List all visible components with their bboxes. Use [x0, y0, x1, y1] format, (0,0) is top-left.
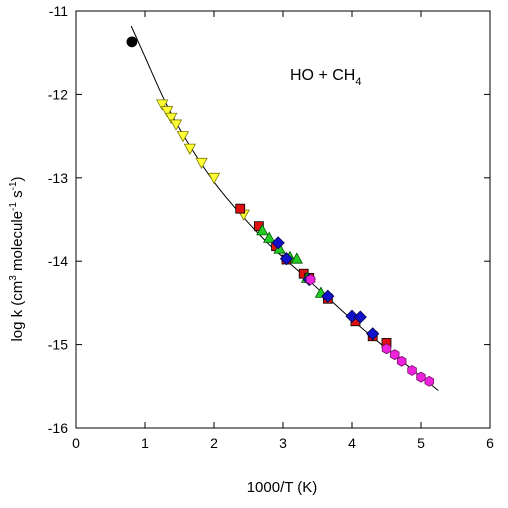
plot-frame	[75, 10, 491, 429]
fit-curve-layer	[130, 25, 439, 391]
data-point-triangle-up	[256, 224, 269, 236]
x-axis-label: 1000/T (K)	[247, 479, 318, 496]
data-point-triangle-up	[263, 231, 276, 243]
data-point-hexagon	[416, 371, 426, 383]
data-point-hexagon	[424, 375, 435, 387]
data-point-diamond	[345, 309, 359, 323]
data-point-hexagon	[305, 274, 316, 286]
data-point-diamond	[366, 327, 380, 341]
data-point-square	[235, 203, 246, 214]
x-tick-label: 5	[417, 435, 425, 451]
data-point-circle	[126, 36, 138, 48]
x-tick-label: 1	[141, 435, 149, 451]
data-point-triangle-down	[156, 99, 169, 111]
y-tick-label: -14	[48, 253, 68, 269]
data-point-diamond	[271, 236, 285, 250]
y-tick-label: -11	[49, 3, 68, 19]
x-tick-label: 6	[486, 435, 494, 451]
data-point-hexagon	[390, 349, 400, 361]
y-tick-label: -12	[48, 86, 68, 102]
annotation: HO + CH4	[290, 67, 361, 88]
data-point-triangle-down	[169, 119, 183, 131]
data-markers	[126, 36, 435, 387]
x-tick-label: 3	[279, 435, 287, 451]
y-tick-label: -13	[48, 170, 68, 186]
data-point-diamond	[279, 252, 294, 266]
data-point-triangle-down	[160, 106, 174, 118]
data-point-triangle-down	[183, 143, 197, 155]
data-point-hexagon	[407, 364, 417, 376]
data-point-hexagon	[381, 343, 392, 355]
data-point-triangle-up	[273, 242, 286, 254]
axes: 0 1 2 3 4 5 6 -16 -15 -14 -13 -12 -11	[48, 3, 494, 451]
data-point-hexagon	[396, 355, 407, 367]
y-tick-label: -15	[48, 337, 68, 353]
data-point-diamond	[353, 310, 367, 324]
y-axis-label: log k (cm3 molecule-1 s-1)	[8, 176, 26, 341]
data-point-diamond	[321, 289, 335, 303]
x-tick-label: 2	[210, 435, 218, 451]
x-tick-label: 0	[72, 435, 80, 451]
fit-curve	[130, 25, 439, 391]
data-point-triangle-down	[207, 172, 221, 185]
data-point-triangle-up	[290, 252, 303, 264]
data-point-triangle-down	[165, 112, 178, 125]
data-point-triangle-down	[176, 131, 190, 143]
x-tick-label: 4	[348, 435, 356, 451]
data-point-triangle-down	[195, 157, 208, 170]
y-tick-label: -16	[48, 420, 68, 436]
